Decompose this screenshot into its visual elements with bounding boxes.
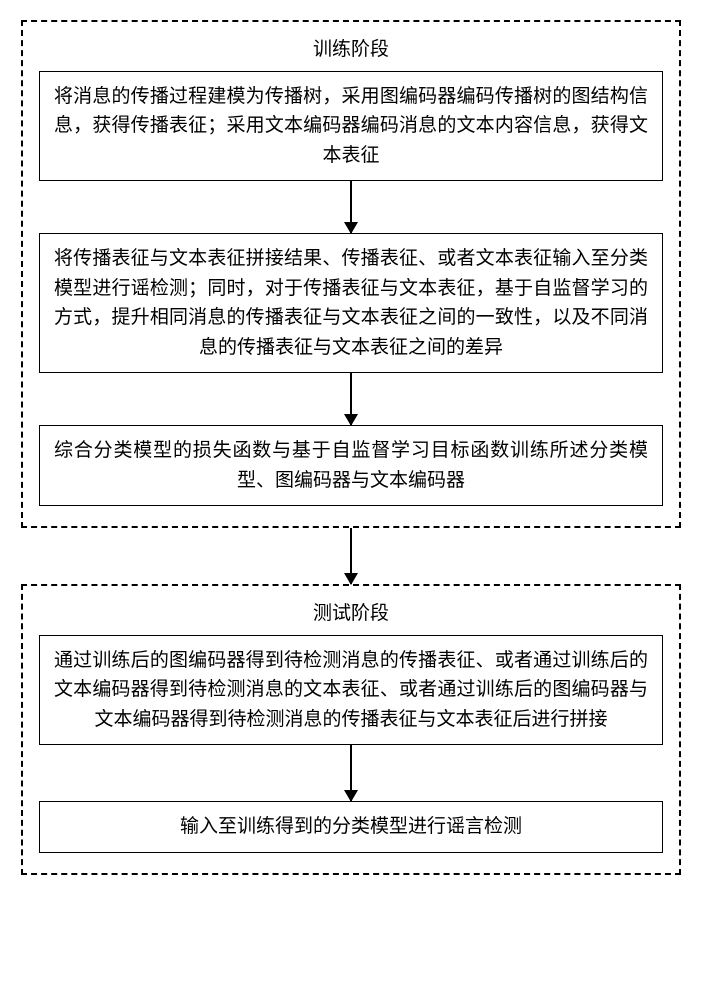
flowchart-root: 训练阶段 将消息的传播过程建模为传播树，采用图编码器编码传播树的图结构信息，获得…	[21, 20, 681, 875]
box-train-3: 综合分类模型的损失函数与基于自监督学习目标函数训练所述分类模型、图编码器与文本编…	[39, 425, 663, 506]
box-train-2: 将传播表征与文本表征拼接结果、传播表征、或者文本表征输入至分类模型进行谣检测；同…	[39, 233, 663, 373]
arrow-between-phases	[350, 528, 352, 584]
box-train-1: 将消息的传播过程建模为传播树，采用图编码器编码传播树的图结构信息，获得传播表征；…	[39, 71, 663, 181]
box-test-2: 输入至训练得到的分类模型进行谣言检测	[39, 801, 663, 852]
phase-training: 训练阶段 将消息的传播过程建模为传播树，采用图编码器编码传播树的图结构信息，获得…	[21, 20, 681, 528]
arrow-train-2	[350, 373, 352, 425]
phase-title-testing: 测试阶段	[313, 598, 389, 625]
phase-testing: 测试阶段 通过训练后的图编码器得到待检测消息的传播表征、或者通过训练后的文本编码…	[21, 584, 681, 875]
box-test-1: 通过训练后的图编码器得到待检测消息的传播表征、或者通过训练后的文本编码器得到待检…	[39, 635, 663, 745]
phase-title-training: 训练阶段	[313, 34, 389, 61]
arrow-test-1	[350, 745, 352, 801]
arrow-train-1	[350, 181, 352, 233]
